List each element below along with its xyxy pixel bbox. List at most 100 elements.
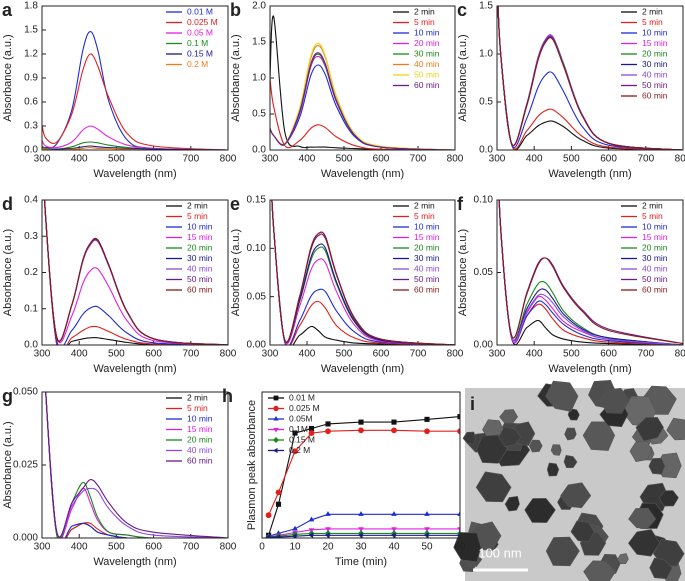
legend-label: 0.2 M [289, 445, 310, 455]
axes-frame [496, 5, 684, 151]
marker [275, 489, 282, 496]
marker [391, 527, 397, 533]
panel-label: g [2, 386, 13, 406]
plot-area [498, 200, 683, 345]
nanoparticle [599, 387, 630, 414]
legend-label: 40 min [187, 445, 213, 455]
y-tick-label: 0.05 [247, 291, 267, 302]
panel-label: e [230, 194, 240, 214]
y-tick-label: 0.050 [13, 387, 38, 398]
axes-frame [41, 5, 229, 151]
nanoparticle [453, 532, 482, 563]
legend-label: 30 min [414, 48, 440, 58]
legend-label: 50 min [187, 274, 213, 284]
panel-label: h [222, 386, 233, 406]
nanoparticle [628, 529, 661, 557]
axes-frame [41, 391, 229, 539]
y-axis-title: Absorbance (a.u.) [2, 421, 14, 508]
marker [456, 533, 460, 538]
legend-label: 40 min [642, 69, 668, 79]
x-tick-label: 700 [182, 154, 199, 165]
plot-area [270, 15, 455, 150]
marker [291, 533, 297, 538]
marker [457, 511, 460, 516]
legend-label: 60 min [642, 284, 668, 294]
legend-label: 15 min [187, 232, 213, 242]
y-tick-label: 1.5 [479, 1, 493, 12]
marker [308, 532, 314, 538]
x-tick-label: 800 [447, 349, 464, 360]
nanoparticle [648, 457, 666, 475]
marker [325, 428, 331, 435]
legend-label: 50 min [642, 80, 668, 90]
x-axis-title: Wavelength (nm) [93, 363, 176, 375]
series-line [270, 15, 455, 150]
marker [424, 428, 430, 435]
legend-label: 10 min [642, 27, 668, 37]
y-tick-label: 0.10 [247, 243, 267, 254]
legend-label: 30 min [187, 253, 213, 263]
legend-label: 2 min [187, 392, 208, 402]
y-tick-label: 0.1 [24, 303, 38, 314]
marker [358, 527, 364, 533]
legend-marker [273, 428, 279, 433]
x-tick-label: 400 [299, 349, 316, 360]
x-tick-label: 400 [71, 349, 88, 360]
series-line [497, 6, 683, 150]
legend-label: 2 min [414, 6, 435, 16]
nanoparticle [629, 440, 653, 463]
y-tick-label: 0.6 [24, 97, 38, 108]
nanoparticle [550, 444, 562, 456]
x-axis-title: Wavelength (nm) [93, 168, 176, 180]
legend-marker [273, 416, 279, 421]
series-line [42, 53, 228, 150]
x-tick-label: 400 [71, 542, 88, 553]
legend-label: 2 min [414, 200, 435, 210]
nanoparticle [504, 495, 520, 512]
y-tick-label: 0.0 [24, 340, 38, 351]
legend-label: 20 min [187, 242, 213, 252]
legend-label: 20 min [414, 38, 440, 48]
legend-label: 60 min [187, 455, 213, 465]
series-line [45, 392, 228, 538]
nanoparticle [628, 507, 657, 530]
marker [275, 501, 282, 507]
marker [358, 419, 364, 425]
axes-frame [269, 5, 456, 151]
x-tick-label: 600 [600, 154, 617, 165]
legend-marker [273, 437, 279, 443]
x-tick-label: 800 [220, 154, 237, 165]
legend-label: 5 min [187, 211, 208, 221]
marker [292, 448, 298, 455]
nanoparticle [658, 490, 679, 507]
nanoparticle [545, 380, 579, 412]
nanoparticle [475, 471, 512, 503]
plot-area [271, 200, 455, 345]
y-tick-label: 1.8 [24, 1, 38, 12]
legend-marker [273, 405, 279, 412]
nanoparticle [563, 454, 578, 469]
marker [391, 419, 397, 425]
marker [457, 414, 460, 420]
legend-label: 15 min [414, 232, 440, 242]
x-tick-label: 500 [108, 542, 125, 553]
legend-label: 0.1 M [187, 38, 208, 48]
panel-label: f [457, 194, 464, 214]
legend-label: 30 min [642, 253, 668, 263]
marker [292, 525, 298, 531]
series-line [42, 125, 228, 150]
x-tick-label: 40 [388, 542, 400, 553]
nanoparticle [583, 560, 617, 581]
legend-label: 2 min [187, 200, 208, 210]
x-tick-label: 500 [563, 154, 580, 165]
x-tick-label: 600 [373, 349, 390, 360]
panel: h 0 10 20 30 40 50 60 Time (min) Plasmon peak abs… [222, 386, 466, 568]
panel: b 300 400 500 600 700 800 0.0 0.5 1.0 1.5 2.0 Wavele… [230, 0, 464, 180]
legend-label: 0.01 M [289, 392, 315, 402]
y-axis-title: Plasmon peak absorbance [246, 400, 258, 530]
panel-label: c [457, 0, 467, 20]
nanoparticle [545, 536, 580, 567]
legend-label: 50 min [414, 274, 440, 284]
y-tick-label: 0.0 [479, 145, 493, 156]
x-tick-label: 500 [336, 154, 353, 165]
